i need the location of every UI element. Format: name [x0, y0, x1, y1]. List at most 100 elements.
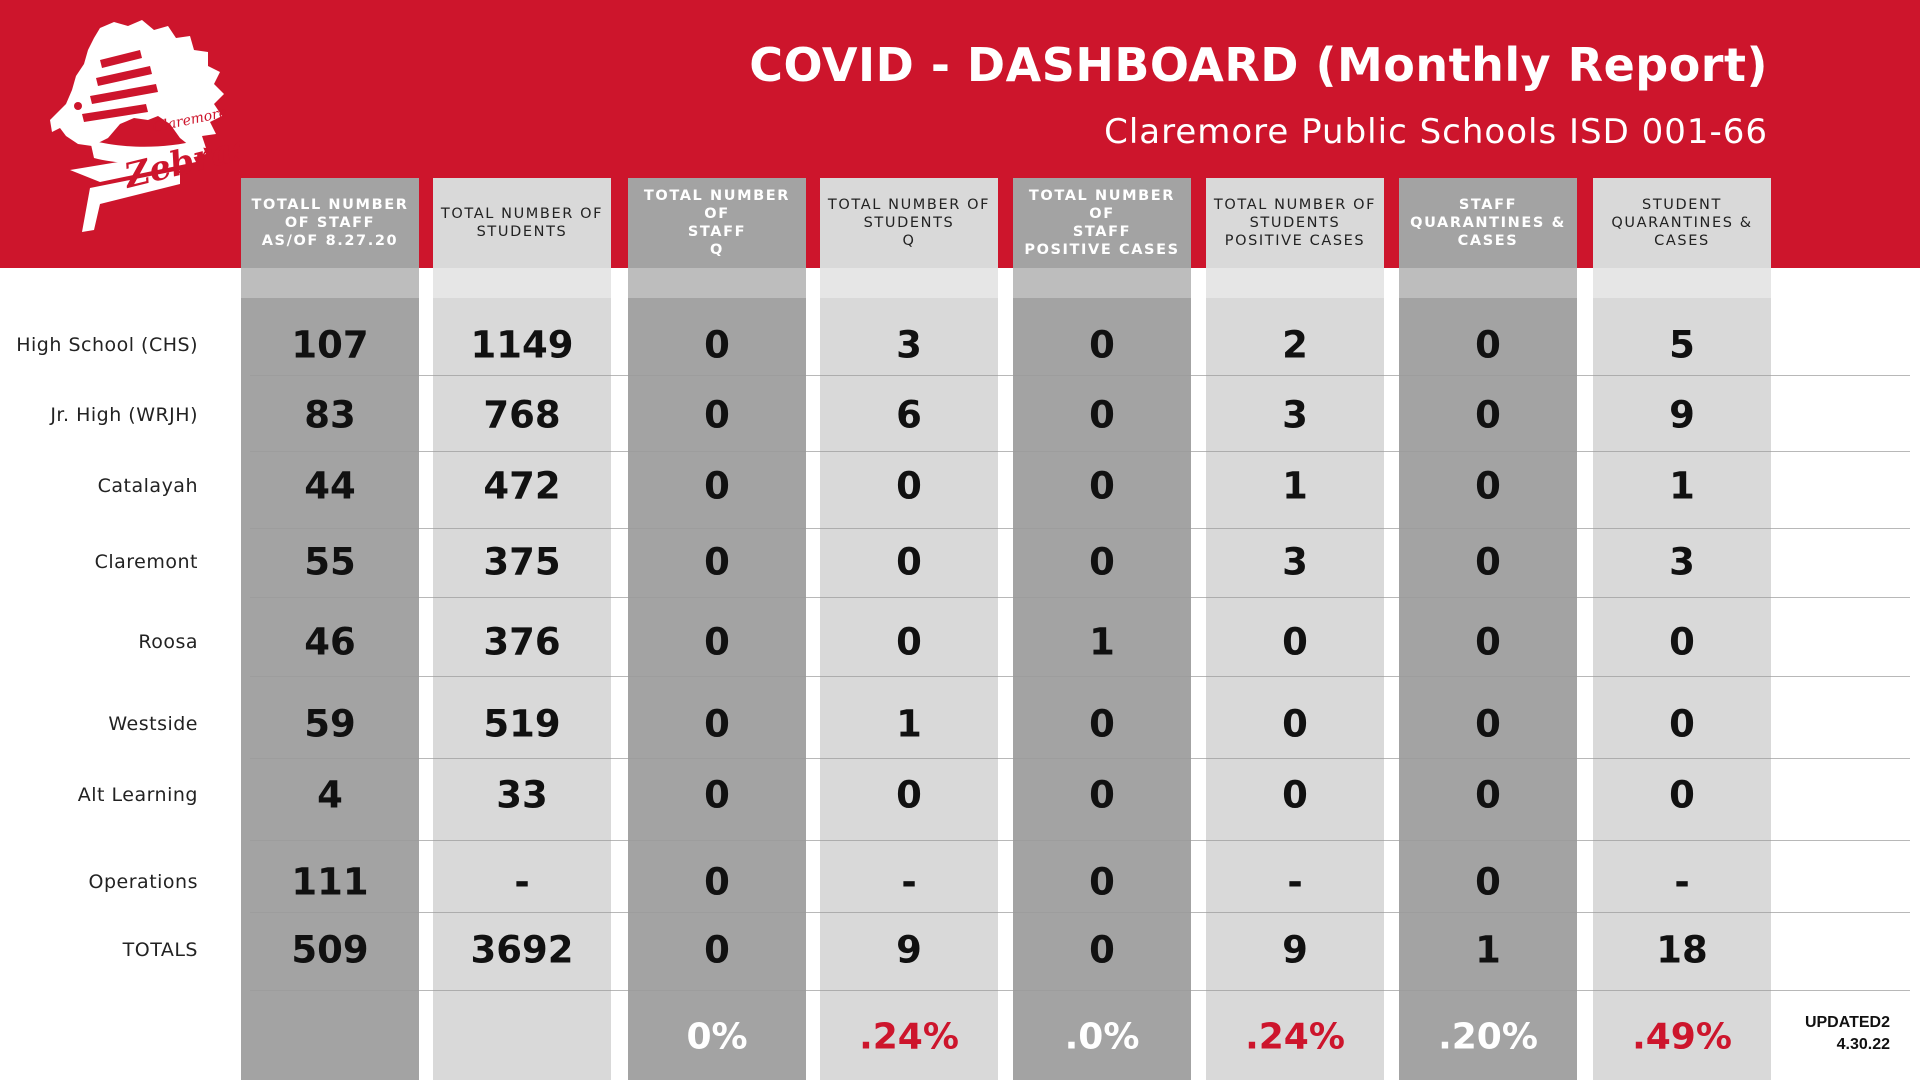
row-divider	[250, 840, 1910, 841]
column-header-line: TOTAL NUMBER OF	[1028, 187, 1176, 222]
table-cell: 6	[896, 393, 922, 437]
column-3: TOTAL NUMBER OF STAFF Q	[628, 178, 806, 1080]
table-cell: 0	[704, 620, 730, 664]
table-cell: 519	[483, 702, 561, 746]
table-cell: 3	[896, 323, 922, 367]
table-cell: 0	[1282, 773, 1308, 817]
table-cell: 1	[1669, 464, 1695, 508]
row-divider	[250, 676, 1910, 677]
table-cell: 111	[291, 860, 369, 904]
column-header-line: TOTAL NUMBER OF	[1213, 196, 1377, 213]
table-cell: 0	[1669, 773, 1695, 817]
table-cell: 0	[1475, 620, 1501, 664]
table-cell: 0	[704, 928, 730, 972]
row-divider	[250, 528, 1910, 529]
row-divider	[250, 912, 1910, 913]
column-header: TOTAL NUMBER OF STUDENTS Q	[820, 178, 998, 268]
column-header: TOTAL NUMBER OF STAFF POSITIVE CASES	[1013, 178, 1191, 268]
column-header: TOTAL NUMBER OF STUDENTS POSITIVE CASES	[1206, 178, 1384, 268]
table-cell: 59	[304, 702, 356, 746]
table-cell: 33	[496, 773, 548, 817]
table-cell: 0	[1282, 702, 1308, 746]
table-cell: 44	[304, 464, 356, 508]
column-header-line: AS/OF 8.27.20	[261, 233, 399, 250]
table-cell: 0	[704, 323, 730, 367]
row-label: High School (CHS)	[16, 334, 198, 356]
table-cell: 4	[317, 773, 343, 817]
row-label: Roosa	[138, 631, 198, 653]
column-header: TOTAL NUMBER OF STUDENTS	[433, 178, 611, 268]
table-cell: 9	[1669, 393, 1695, 437]
table-cell: 83	[304, 393, 356, 437]
updated-label: UPDATED2	[1804, 1014, 1890, 1031]
table-cell: 3	[1282, 540, 1308, 584]
table-cell: 0	[1089, 702, 1115, 746]
column-band	[820, 268, 998, 298]
zebra-logo: Claremore Zebras	[50, 20, 240, 232]
column-band	[1593, 268, 1771, 298]
table-cell: 0	[704, 540, 730, 584]
row-label: Alt Learning	[77, 784, 198, 806]
table-cell: -	[1287, 860, 1303, 904]
column-header: STAFF QUARANTINES & CASES	[1399, 178, 1577, 268]
column-header-line: STAFF	[1458, 196, 1518, 213]
table-cell: 3692	[470, 928, 574, 972]
updated-date: 4.30.22	[1836, 1036, 1890, 1053]
column-header-line: STAFF	[1072, 224, 1132, 240]
percentage-cell: .24%	[859, 1016, 959, 1058]
row-label: Catalayah	[97, 475, 198, 497]
column-4: TOTAL NUMBER OF STUDENTS Q	[820, 178, 998, 1080]
column-2: TOTAL NUMBER OF STUDENTS	[433, 178, 611, 1080]
table-cell: 107	[291, 323, 369, 367]
table-cell: 0	[1282, 620, 1308, 664]
column-header-line: STUDENTS	[476, 224, 568, 240]
table-cell: 0	[896, 464, 922, 508]
row-divider	[250, 375, 1910, 376]
table-cell: 0	[1089, 860, 1115, 904]
table-cell: 0	[1089, 540, 1115, 584]
table-cell: 768	[483, 393, 561, 437]
column-header-line: TOTAL NUMBER OF	[827, 196, 991, 213]
row-label: Claremont	[94, 551, 198, 573]
table-cell: 0	[704, 702, 730, 746]
table-cell: 3	[1282, 393, 1308, 437]
column-header-line: TOTALL NUMBER	[251, 196, 409, 213]
table-cell: 472	[483, 464, 561, 508]
table-cell: 18	[1656, 928, 1708, 972]
table-cell: 0	[896, 620, 922, 664]
column-5: TOTAL NUMBER OF STAFF POSITIVE CASES	[1013, 178, 1191, 1080]
row-label: Jr. High (WRJH)	[50, 404, 198, 426]
table-cell: 55	[304, 540, 356, 584]
table-cell: 0	[1089, 464, 1115, 508]
row-label: Operations	[88, 871, 198, 893]
column-7: STAFF QUARANTINES & CASES	[1399, 178, 1577, 1080]
column-header-line: CASES	[1654, 233, 1710, 250]
row-divider	[250, 597, 1910, 598]
column-header: STUDENT QUARANTINES & CASES	[1593, 178, 1771, 268]
percentage-cell: .20%	[1438, 1016, 1538, 1058]
column-header-line: STAFF	[687, 224, 747, 240]
table-cell: 0	[1669, 620, 1695, 664]
column-header-line: OF STAFF	[284, 214, 376, 231]
table-cell: 0	[1089, 323, 1115, 367]
table-cell: -	[901, 860, 917, 904]
table-cell: 1	[1089, 620, 1115, 664]
table-cell: 0	[896, 540, 922, 584]
column-6: TOTAL NUMBER OF STUDENTS POSITIVE CASES	[1206, 178, 1384, 1080]
table-cell: 509	[291, 928, 369, 972]
table-cell: 1	[896, 702, 922, 746]
column-header-line: STUDENTS	[1249, 214, 1341, 231]
column-band	[1206, 268, 1384, 298]
percentage-cell: 0%	[686, 1016, 748, 1058]
column-header-line: QUARANTINES &	[1410, 214, 1566, 231]
column-8: STUDENT QUARANTINES & CASES	[1593, 178, 1771, 1080]
column-header-line: POSITIVE CASES	[1024, 242, 1180, 259]
table-cell: 0	[1475, 323, 1501, 367]
column-1: TOTALL NUMBER OF STAFF AS/OF 8.27.20	[241, 178, 419, 1080]
table-cell: 0	[1475, 393, 1501, 437]
column-header-line: TOTAL NUMBER OF	[440, 205, 604, 222]
table-cell: 0	[1475, 464, 1501, 508]
column-header-line: STUDENTS	[863, 214, 955, 231]
table-cell: 0	[704, 860, 730, 904]
table-cell: 1	[1282, 464, 1308, 508]
